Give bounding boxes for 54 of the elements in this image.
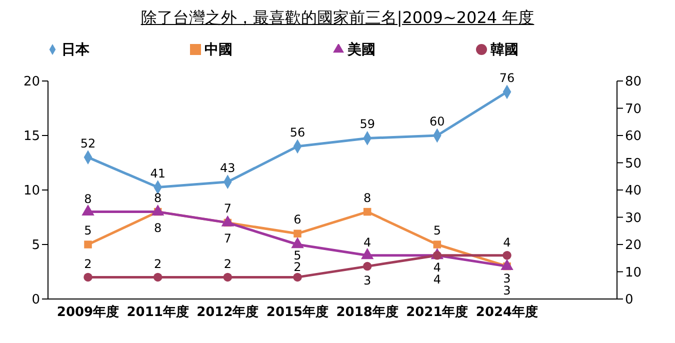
data-label: 4 [433,260,441,274]
data-label: 52 [80,136,96,150]
x-tick-label: 2009年度 [56,304,120,320]
data-label: 5 [84,224,92,238]
y2-tick-label: 70 [625,102,642,117]
y-tick-label: 10 [23,184,40,199]
data-label: 3 [503,271,511,286]
y2-tick-label: 30 [625,210,642,226]
y-tick-label: 5 [32,238,40,254]
data-label: 4 [433,272,441,286]
y2-tick-label: 80 [625,74,642,90]
data-label: 5 [294,248,302,262]
data-label: 8 [154,220,162,235]
data-label: 3 [364,273,372,288]
data-label: 56 [290,125,306,140]
y-tick-label: 20 [23,74,40,90]
data-label: 3 [503,283,511,298]
data-label: 2 [294,260,302,274]
data-label: 7 [224,232,232,246]
data-label: 4 [364,235,372,250]
data-label: 59 [360,117,375,132]
x-tick-label: 2011年度 [126,304,189,320]
legend-label: 中國 [204,42,232,58]
y2-tick-label: 10 [625,265,642,280]
data-label: 2 [224,257,232,272]
y2-tick-label: 60 [625,129,642,144]
y2-tick-label: 40 [625,184,642,199]
y2-tick-label: 0 [625,292,634,308]
data-label: 41 [150,166,166,180]
x-tick-label: 2012年度 [196,304,259,320]
x-tick-label: 2015年度 [266,304,329,320]
data-label: 8 [154,190,162,205]
legend-label: 韓國 [490,42,518,58]
y-tick-label: 15 [23,129,40,144]
data-label: 6 [294,212,302,227]
legend-label: 日本 [62,42,90,58]
data-label: 43 [220,160,236,175]
legend-label: 美國 [348,42,376,58]
y2-tick-label: 20 [625,238,642,254]
data-label: 7 [224,202,232,216]
x-tick-label: 2021年度 [406,304,468,320]
data-label: 5 [433,224,441,238]
x-tick-label: 2018年度 [336,304,398,320]
data-label: 8 [84,192,92,206]
data-label: 8 [364,190,372,205]
x-tick-label: 2024年度 [476,304,538,320]
data-label: 76 [499,70,515,85]
chart-title: 除了台灣之外，最喜歡的國家前三名|2009~2024 年度 [140,8,534,27]
y2-tick-label: 50 [625,156,642,172]
data-label: 2 [84,257,92,272]
y-tick-label: 0 [32,292,40,308]
data-label: 2 [154,257,162,272]
data-label: 4 [503,235,511,250]
data-label: 60 [430,114,445,128]
